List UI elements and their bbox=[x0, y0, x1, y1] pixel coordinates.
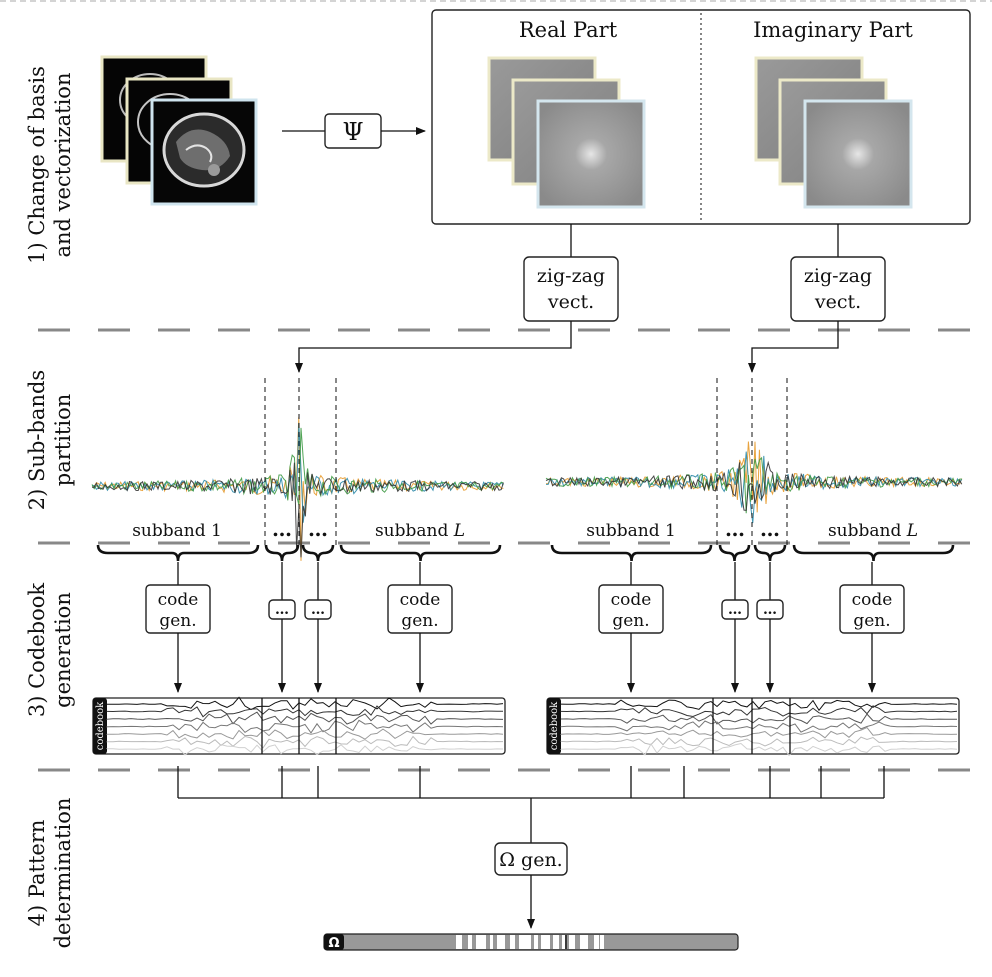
svg-text:code: code bbox=[158, 590, 199, 610]
mri-image-stack bbox=[100, 55, 258, 206]
brace-subband-1-real bbox=[96, 544, 260, 562]
subband-dots-real-1: … bbox=[272, 517, 292, 541]
svg-text:3) Codebook: 3) Codebook bbox=[25, 583, 49, 718]
svg-text:zig-zag: zig-zag bbox=[804, 265, 872, 287]
brace-subband-L-real bbox=[339, 544, 502, 562]
subband-1-label-imag: subband 1 bbox=[586, 521, 676, 541]
omega-stripe bbox=[562, 935, 565, 949]
omega-stripe bbox=[534, 935, 538, 949]
svg-text:code: code bbox=[852, 590, 893, 610]
imaginary-kspace-stack bbox=[754, 56, 913, 209]
svg-text:gen.: gen. bbox=[401, 611, 438, 631]
subband-dots-imag-1: … bbox=[725, 517, 745, 541]
omega-bar-label: Ω bbox=[328, 936, 339, 951]
omega-stripe bbox=[456, 935, 462, 949]
brace-subband-1-imag bbox=[550, 544, 713, 562]
svg-text:gen.: gen. bbox=[159, 611, 196, 631]
real-kspace-stack bbox=[487, 56, 646, 209]
brace-dots-imag-2 bbox=[753, 544, 787, 562]
omega-stripe bbox=[569, 935, 575, 949]
stage-label-4: 4) Pattern determination bbox=[25, 798, 75, 949]
arrow-real-to-signal bbox=[295, 321, 572, 373]
svg-text:…: … bbox=[311, 602, 325, 618]
subband-1-label-real: subband 1 bbox=[132, 521, 222, 541]
codebook-layer: codebook codebook bbox=[92, 696, 960, 757]
omega-stripe bbox=[490, 935, 493, 949]
svg-text:codebook: codebook bbox=[95, 701, 106, 750]
codebook-real: codebook bbox=[92, 696, 506, 756]
omega-stripe bbox=[600, 935, 604, 949]
omega-stripe bbox=[510, 935, 515, 949]
svg-text:vect.: vect. bbox=[814, 291, 861, 313]
omega-stripe bbox=[594, 935, 599, 949]
brace-dots-real-2 bbox=[301, 544, 335, 562]
svg-text:zig-zag: zig-zag bbox=[537, 265, 605, 287]
real-part-title: Real Part bbox=[519, 18, 618, 42]
codebook-imag: codebook bbox=[546, 697, 960, 757]
subband-L-label-imag: subband L bbox=[828, 521, 918, 541]
zigzag-box-imaginary: zig-zag vect. bbox=[790, 256, 886, 322]
imaginary-part-title: Imaginary Part bbox=[753, 18, 913, 42]
omega-gen-label: Ω gen. bbox=[499, 849, 562, 871]
svg-text:4) Pattern: 4) Pattern bbox=[25, 820, 49, 927]
svg-text:and vectorization: and vectorization bbox=[51, 73, 75, 258]
svg-text:…: … bbox=[728, 602, 742, 618]
stage-label-3: 3) Codebook generation bbox=[25, 583, 75, 718]
subband-dots-real-2: … bbox=[308, 517, 328, 541]
stage-label-2: 2) Sub-bands partition bbox=[25, 370, 75, 510]
omega-stripe bbox=[519, 935, 531, 949]
svg-text:code: code bbox=[400, 590, 441, 610]
subband-L-label-real: subband L bbox=[375, 521, 465, 541]
arrow-imag-to-signal bbox=[748, 321, 839, 373]
omega-stripe bbox=[476, 935, 486, 949]
svg-text:gen.: gen. bbox=[612, 611, 649, 631]
omega-stripe bbox=[497, 935, 505, 949]
omega-pattern-bar: Ω bbox=[323, 933, 739, 951]
svg-text:vect.: vect. bbox=[547, 291, 594, 313]
svg-text:…: … bbox=[275, 602, 289, 618]
omega-stripe bbox=[553, 935, 559, 949]
svg-text:generation: generation bbox=[51, 592, 75, 708]
svg-text:1) Change of basis: 1) Change of basis bbox=[25, 66, 49, 264]
pattern-tree bbox=[177, 766, 885, 843]
real-signal-plot bbox=[91, 417, 504, 561]
brace-dots-imag-1 bbox=[718, 544, 751, 562]
omega-stripe bbox=[580, 935, 588, 949]
svg-text:gen.: gen. bbox=[853, 611, 890, 631]
stage-label-1: 1) Change of basis and vectorization bbox=[25, 66, 75, 264]
omega-stripe bbox=[541, 935, 550, 949]
psi-symbol: Ψ bbox=[342, 118, 363, 146]
brace-dots-real-1 bbox=[264, 544, 300, 562]
zigzag-box-real: zig-zag vect. bbox=[523, 256, 619, 322]
omega-stripe bbox=[468, 935, 472, 949]
brace-subband-L-imag bbox=[792, 544, 955, 562]
svg-text:code: code bbox=[611, 590, 652, 610]
imaginary-signal-plot bbox=[545, 441, 963, 524]
subband-braces bbox=[96, 544, 955, 562]
subband-dots-imag-2: … bbox=[760, 517, 780, 541]
svg-text:codebook: codebook bbox=[549, 701, 560, 750]
svg-text:…: … bbox=[763, 602, 777, 618]
svg-text:partition: partition bbox=[51, 394, 75, 486]
svg-text:2) Sub-bands: 2) Sub-bands bbox=[25, 370, 49, 510]
svg-text:determination: determination bbox=[51, 798, 75, 949]
